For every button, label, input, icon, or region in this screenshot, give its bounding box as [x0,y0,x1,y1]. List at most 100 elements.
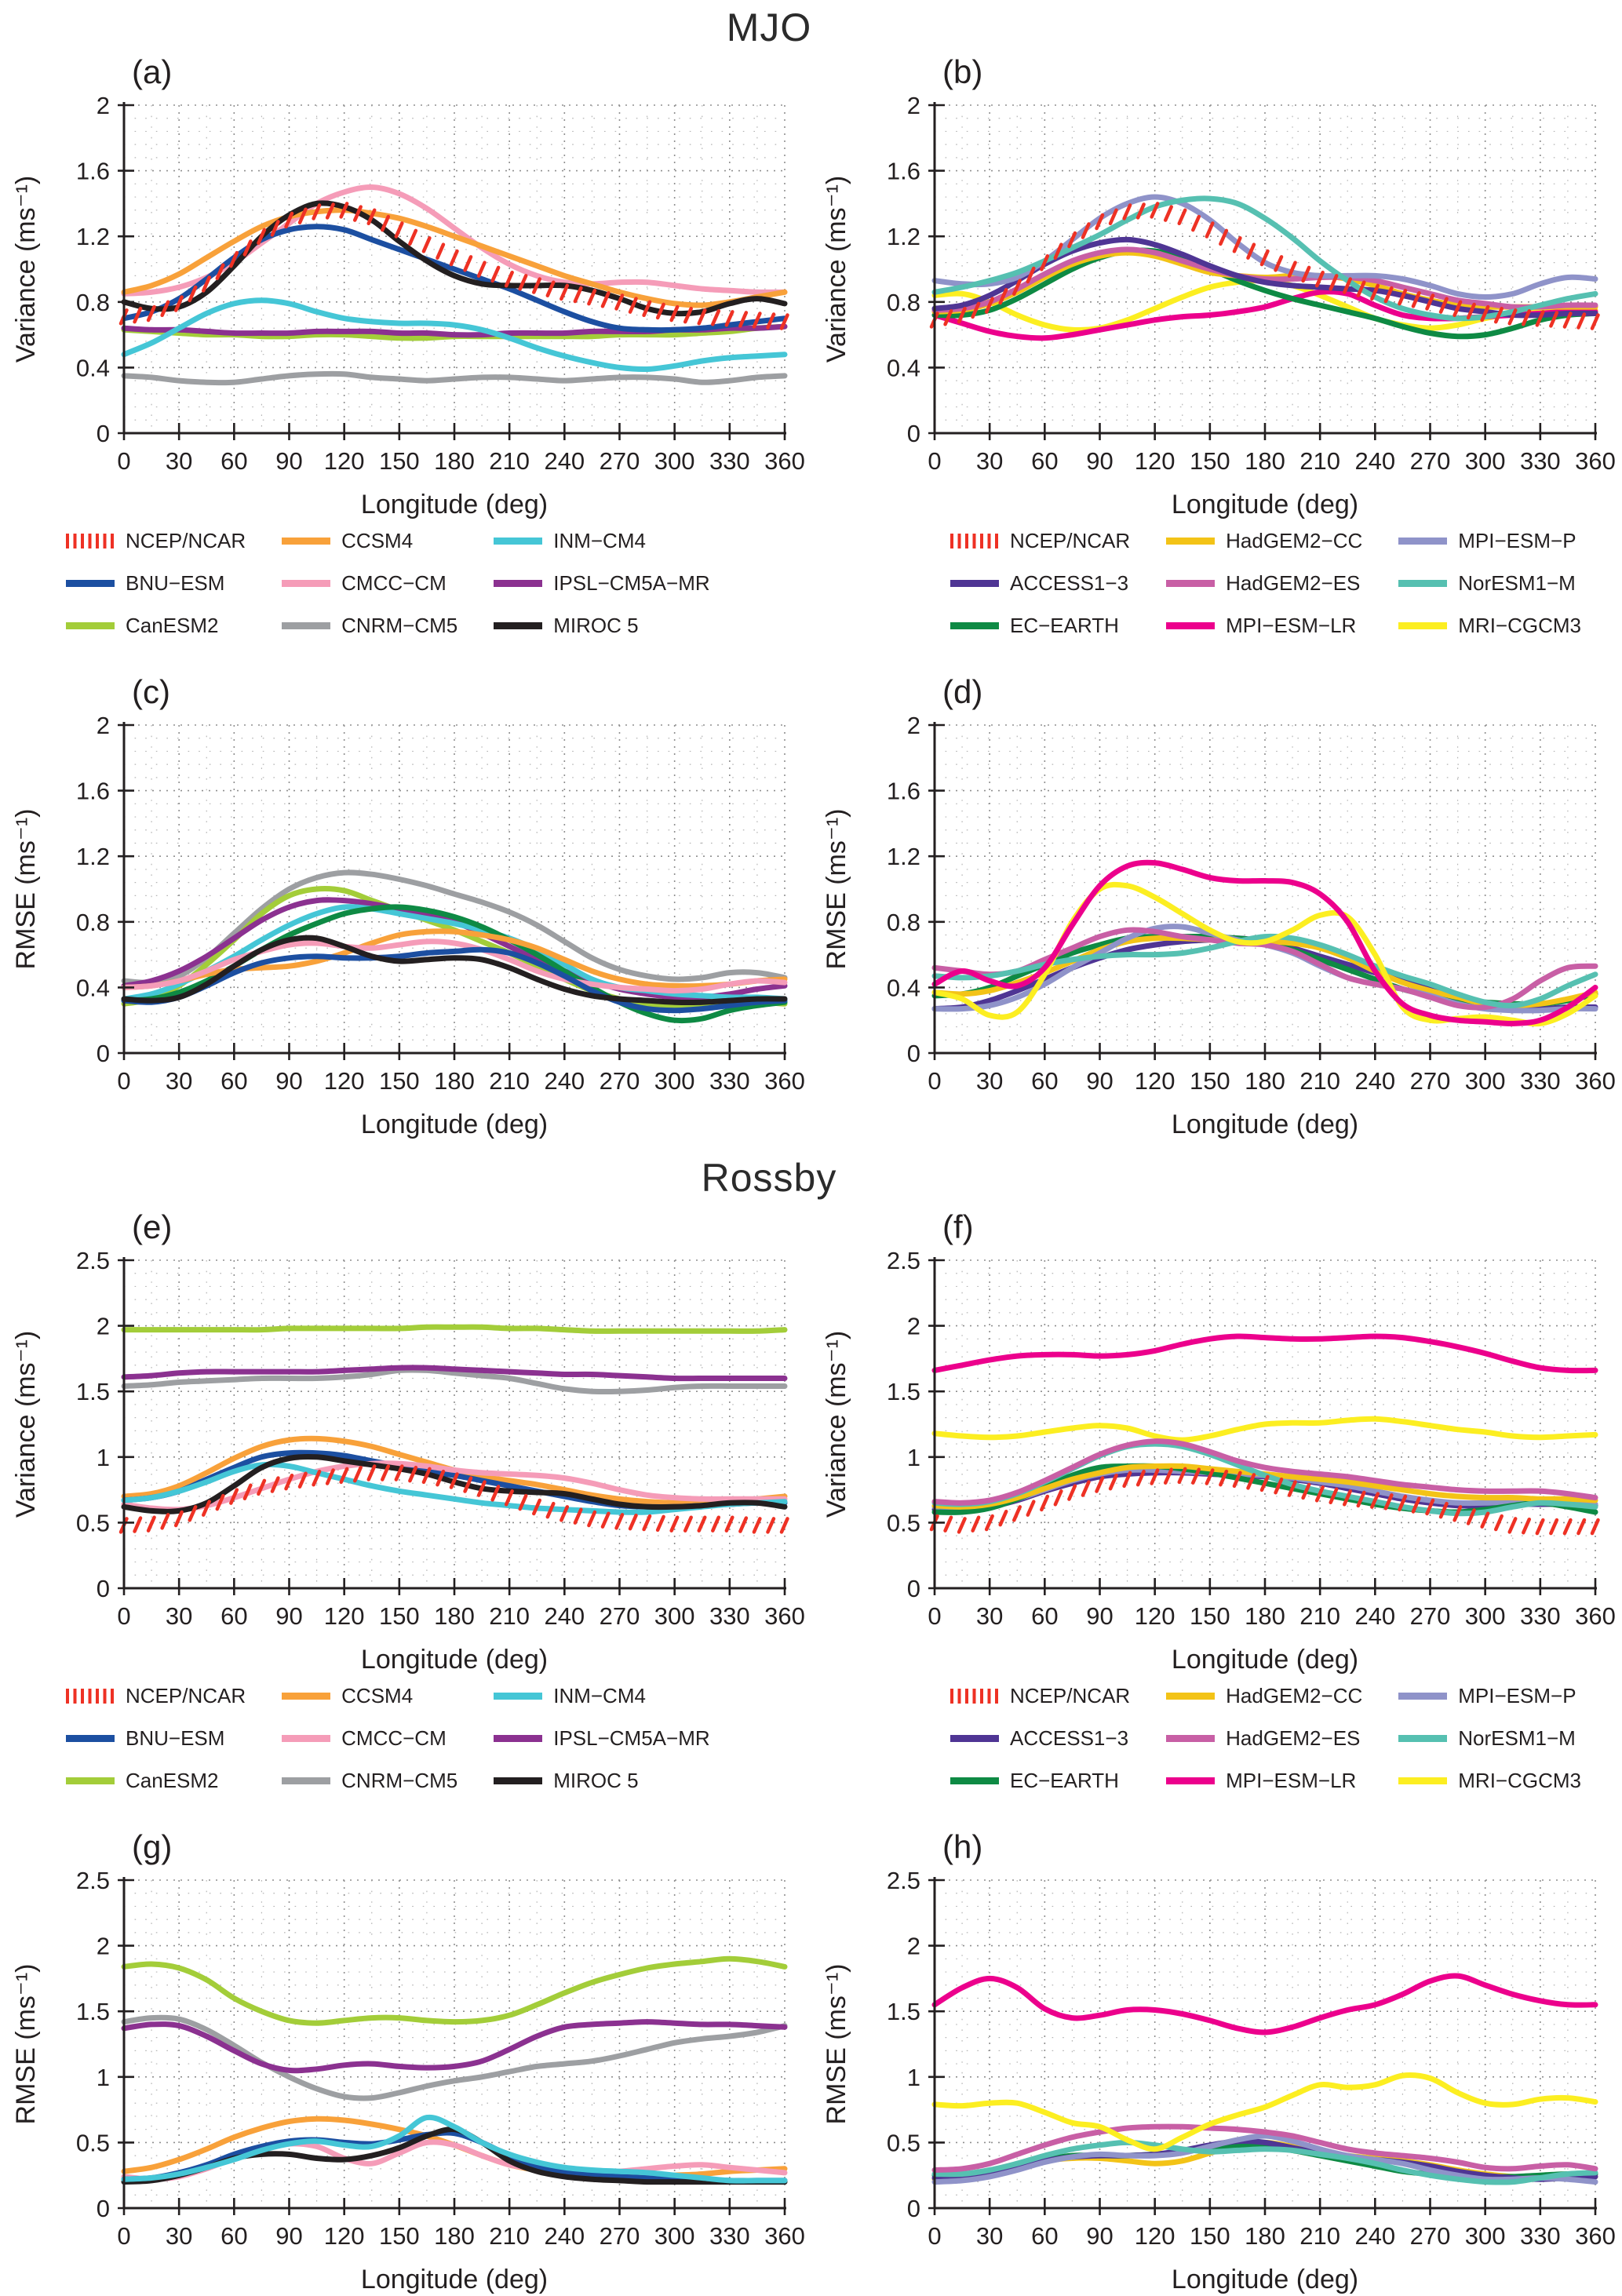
legend-label: HadGEM2−ES [1226,1726,1361,1750]
x-tick-label: 120 [1135,1067,1175,1095]
panel-f-rossby-variance-right-models: 0 30 60 90 120 150 180 210 240 270 300 330 360 0 0.5 1 1… [811,1205,1621,1676]
legend-item-ccsm4: CCSM4 [282,1681,457,1711]
x-tick-label: 180 [1245,2222,1285,2250]
x-tick-label: 60 [1031,1067,1058,1095]
legend-item-bnu-esm: BNU−ESM [66,1723,246,1753]
x-tick-label: 0 [117,447,130,475]
x-tick-label: 60 [221,2222,247,2250]
y-tick-label: 0.5 [887,2129,920,2156]
x-tick-label: 330 [709,2222,750,2250]
legend-item-bnu-esm: BNU−ESM [66,568,246,598]
series-hadgem2-es [931,2123,1598,2173]
legend-swatch-ticks-icon [950,533,999,548]
series-group [931,1973,1598,2185]
legend-column: NCEP/NCAR BNU−ESM CanESM2 [66,1681,246,1795]
x-tick-label: 240 [1354,447,1395,475]
legend-swatch-line-icon [494,579,543,587]
series-mpi-esm-lr [931,859,1598,1026]
series-mri-cgcm3 [931,2072,1598,2152]
series-cnrm-cm5 [121,370,788,386]
panel-letter: (e) [132,1208,172,1245]
panel-letter: (f) [942,1208,974,1245]
legend-swatch-line-icon [282,579,331,587]
x-tick-label: 120 [1135,2222,1175,2250]
legend-swatch-line-icon [66,579,115,587]
x-tick-label: 120 [324,447,365,475]
y-tick-label: 0.8 [76,909,110,936]
y-tick-label: 1.2 [76,843,110,870]
legend-item-ncep-ncar: NCEP/NCAR [66,526,246,556]
x-tick-label: 60 [221,447,247,475]
legend-item-mpi-esm-p: MPI−ESM−P [1398,1681,1581,1711]
x-tick-label: 0 [117,1602,130,1630]
y-tick-label: 2 [907,92,920,119]
legend-column: NCEP/NCAR ACCESS1−3 EC−EARTH [950,526,1130,640]
x-tick-label: 180 [434,1602,475,1630]
series-ec-earth [931,247,1598,340]
y-tick-label: 1 [97,2064,110,2091]
legend-column: CCSM4 CMCC−CM CNRM−CM5 [282,526,457,640]
x-tick-label: 150 [1190,1602,1230,1630]
x-tick-label: 0 [928,2222,941,2250]
series-miroc-5 [121,935,788,1005]
legend-item-mpi-esm-lr: MPI−ESM−LR [1166,1766,1362,1795]
legend-column: INM−CM4 IPSL−CM5A−MR MIROC 5 [494,526,710,640]
x-tick-label: 30 [166,1067,192,1095]
axes: 0 30 60 90 120 150 180 210 240 270 300 330 360 0 0.5 1 1… [76,1247,805,1630]
legend-label: EC−EARTH [1010,613,1119,637]
x-tick-label: 90 [275,2222,302,2250]
y-tick-label: 2 [907,1933,920,1960]
legend-label: NorESM1−M [1458,1726,1576,1750]
x-tick-label: 360 [1575,447,1616,475]
legend-swatch-line-icon [66,1777,115,1784]
y-tick-label: 0 [907,420,920,447]
axes: 0 30 60 90 120 150 180 210 240 270 300 330 360 0 0.5 1 1… [887,1247,1616,1630]
series-ncep-ncar-hatch [118,1464,789,1534]
x-tick-label: 90 [275,447,302,475]
y-tick-label: 1.6 [76,778,110,805]
x-tick-label: 210 [1299,447,1340,475]
x-tick-label: 300 [654,1602,695,1630]
series-ncep-ncar-hatch [929,202,1600,330]
legend-swatch-line-icon [1398,1734,1448,1742]
legend-label: HadGEM2−ES [1226,570,1361,595]
legend-item-inm-cm4: INM−CM4 [494,1681,709,1711]
x-tick-label: 360 [1575,1067,1616,1095]
x-tick-label: 240 [1354,1067,1395,1095]
y-tick-label: 0.4 [76,354,110,381]
x-tick-label: 60 [1031,1602,1058,1630]
y-axis-label: RMSE (ms⁻¹) [822,809,851,970]
x-tick-label: 210 [489,2222,530,2250]
legend-label: MRI−CGCM3 [1458,1768,1582,1792]
legend-swatch-line-icon [494,1777,543,1784]
y-tick-label: 1.5 [887,1998,920,2025]
legend-label: NCEP/NCAR [1010,1683,1131,1707]
y-tick-label: 0 [97,2195,110,2222]
chart-c: 0 30 60 90 120 150 180 210 240 270 300 330 360 0 0.4 0.… [11,673,805,1139]
row-mjo-rmse: 0 30 60 90 120 150 180 210 240 270 300 330 360 0 0.4 0.… [0,670,1622,1141]
x-tick-label: 180 [1245,1067,1285,1095]
legend-swatch-line-icon [1166,1777,1216,1784]
chart-b: 0 30 60 90 120 150 180 210 240 270 300 330 360 0 0.4 0.… [822,53,1616,519]
axes: 0 30 60 90 120 150 180 210 240 270 300 330 360 0 0.4 0.… [76,712,805,1095]
series-cnrm-cm5 [121,2014,788,2101]
legend-item-ipsl-cm5a-mr: IPSL−CM5A−MR [494,568,710,598]
series-inm-cm4 [121,297,788,373]
y-tick-label: 0.4 [887,354,920,381]
chart-e: 0 30 60 90 120 150 180 210 240 270 300 330 360 0 0.5 1 1… [11,1208,805,1675]
legend-item-mri-cgcm3: MRI−CGCM3 [1398,1766,1581,1795]
series-cnrm-cm5 [121,1367,788,1395]
series-ccsm4 [121,928,788,990]
legend-label: MRI−CGCM3 [1458,613,1582,637]
legend-label: MIROC 5 [553,1768,639,1792]
series-hadgem2-es [931,246,1598,313]
y-axis-label: RMSE (ms⁻¹) [822,1964,851,2125]
series-cnrm-cm5 [121,869,788,986]
x-tick-label: 360 [1575,2222,1616,2250]
x-tick-label: 150 [1190,2222,1230,2250]
series-mpi-esm-lr [931,1973,1598,2035]
y-tick-label: 1.6 [76,158,110,185]
legend-label: CanESM2 [126,613,219,637]
x-tick-label: 90 [1086,1067,1113,1095]
panel-letter: (c) [132,673,170,710]
